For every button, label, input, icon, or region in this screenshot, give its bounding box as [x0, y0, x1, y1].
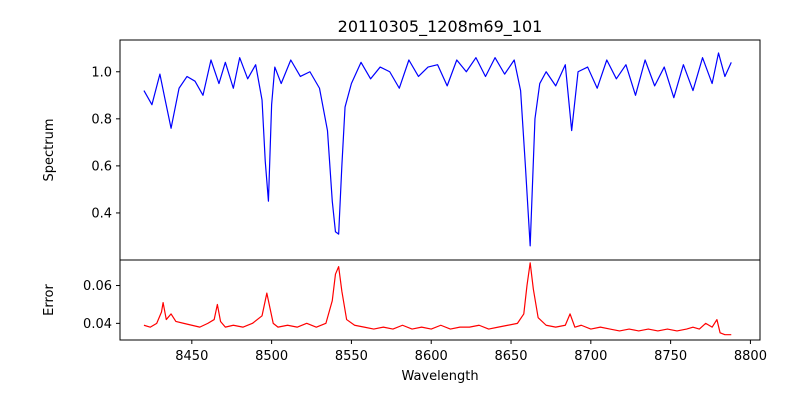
- x-tick-label: 8600: [415, 349, 448, 364]
- error-panel: 0.04 0.06 8450 8500 8550 8600 8650 8700 8750 880…: [42, 259, 767, 384]
- x-tick-label: 8550: [335, 349, 368, 364]
- x-tick-label: 8700: [574, 349, 607, 364]
- error-series-line: [143, 262, 732, 336]
- error-y-tick-label: 0.04: [83, 317, 112, 332]
- spectrum-y-tick-label: 0.4: [91, 206, 112, 221]
- spectrum-y-tick-label: 0.6: [91, 159, 112, 174]
- chart-title: 20110305_1208m69_101: [338, 17, 543, 37]
- x-tick-label: 8500: [255, 349, 288, 364]
- x-tick-label: 8750: [654, 349, 687, 364]
- x-axis-label: Wavelength: [401, 369, 478, 384]
- spectrum-y-label: Spectrum: [42, 119, 57, 182]
- spectrum-panel: 0.4 0.6 0.8 1.0 Spectrum: [42, 39, 761, 261]
- error-y-label: Error: [42, 284, 57, 316]
- error-y-tick-label: 0.06: [83, 279, 112, 294]
- spectrum-y-tick-label: 0.8: [91, 112, 112, 127]
- spectrum-series-line: [143, 52, 732, 247]
- x-tick-label: 8800: [734, 349, 767, 364]
- x-tick-label: 8650: [494, 349, 527, 364]
- spectrum-y-tick-label: 1.0: [91, 65, 112, 80]
- x-tick-label: 8450: [175, 349, 208, 364]
- error-frame: [119, 259, 761, 341]
